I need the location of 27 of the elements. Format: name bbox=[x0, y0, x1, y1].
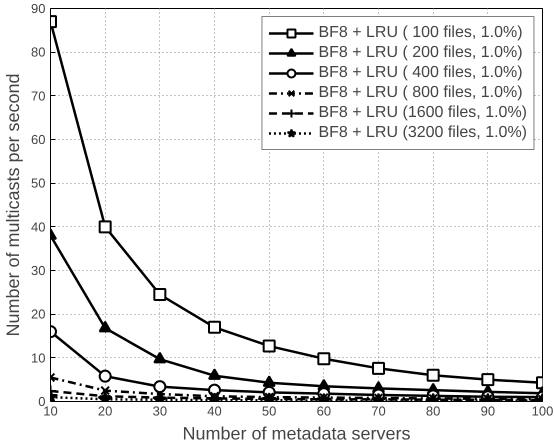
legend-label: BF8 + LRU ( 400 files, 1.0%) bbox=[318, 64, 523, 82]
y-tick-label: 50 bbox=[31, 176, 46, 191]
y-tick-label: 40 bbox=[31, 219, 46, 234]
y-tick-label: 10 bbox=[31, 350, 46, 366]
x-tick-label: 50 bbox=[262, 404, 276, 418]
y-tick-label: 30 bbox=[31, 263, 46, 278]
y-tick-label: 90 bbox=[31, 1, 46, 16]
x-tick-label: 30 bbox=[152, 404, 168, 418]
y-tick-label: 60 bbox=[31, 132, 46, 147]
x-tick-label: 70 bbox=[371, 404, 386, 418]
legend-label: BF8 + LRU ( 800 files, 1.0%) bbox=[318, 84, 523, 102]
y-tick-label: 20 bbox=[31, 306, 46, 322]
x-tick-label: 60 bbox=[316, 404, 332, 418]
y-tick-label: 70 bbox=[31, 88, 46, 104]
y-axis-title: Number of multicasts per second bbox=[3, 73, 24, 337]
y-tick-label: 80 bbox=[31, 44, 46, 60]
x-tick-label: 20 bbox=[98, 404, 112, 418]
y-tick-label: 0 bbox=[38, 394, 46, 409]
legend-label: BF8 + LRU ( 200 files, 1.0%) bbox=[318, 44, 523, 62]
legend-label: BF8 + LRU (1600 files, 1.0%) bbox=[318, 104, 527, 122]
x-tick-label: 100 bbox=[532, 404, 554, 418]
x-axis-title: Number of metadata servers bbox=[182, 424, 411, 444]
legend-label: BF8 + LRU ( 100 files, 1.0%) bbox=[318, 24, 523, 42]
x-tick-label: 40 bbox=[207, 404, 222, 418]
legend-label: BF8 + LRU (3200 files, 1.0%) bbox=[318, 124, 527, 142]
x-tick-label: 90 bbox=[480, 404, 496, 418]
x-tick-label: 80 bbox=[426, 404, 440, 418]
